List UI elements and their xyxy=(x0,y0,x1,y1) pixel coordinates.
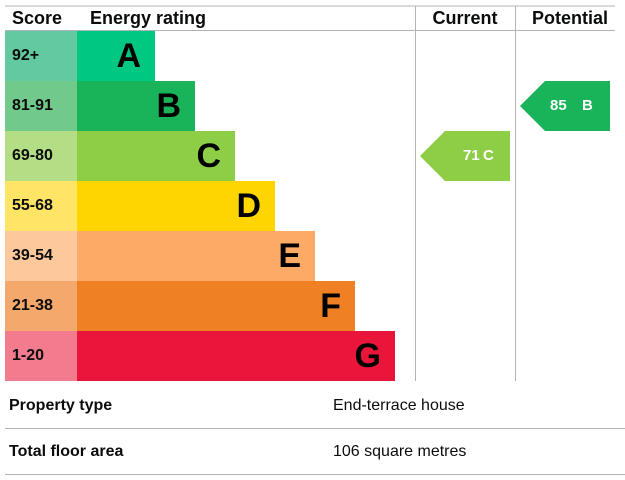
property-table: Property type End-terrace house Total fl… xyxy=(5,397,625,475)
band-bar xyxy=(77,31,155,81)
row-value: End-terrace house xyxy=(333,397,465,414)
arrow-letter: B xyxy=(582,97,593,114)
band-letter: G xyxy=(355,337,381,375)
score-label: 39-54 xyxy=(12,247,53,264)
potential-arrow: 85 B xyxy=(520,81,610,131)
score-cell xyxy=(5,31,77,81)
score-label: 81-91 xyxy=(12,97,53,114)
arrow-letter: C xyxy=(483,147,494,164)
score-label: 55-68 xyxy=(12,197,53,214)
rating-header: Energy rating xyxy=(90,8,206,28)
score-label: 21-38 xyxy=(12,297,53,314)
band-bar xyxy=(77,231,315,281)
band-bar xyxy=(77,181,275,231)
score-cell xyxy=(5,131,77,181)
potential-header: Potential xyxy=(532,8,608,28)
current-arrow: 71 C xyxy=(420,131,510,181)
score-label: 69-80 xyxy=(12,147,53,164)
band-bar xyxy=(77,281,355,331)
band-letter: E xyxy=(278,237,301,275)
score-header: Score xyxy=(12,8,62,28)
band-bar xyxy=(77,81,195,131)
score-label: 1-20 xyxy=(12,347,44,364)
row-label: Total floor area xyxy=(9,443,123,460)
score-cell xyxy=(5,331,77,381)
arrow-value: 85 xyxy=(550,97,567,114)
header: Score Energy rating Current Potential xyxy=(5,5,615,381)
score-cell xyxy=(5,81,77,131)
band-letter: B xyxy=(156,87,181,125)
band-letter: F xyxy=(320,287,341,325)
score-cell xyxy=(5,281,77,331)
score-label: 92+ xyxy=(12,47,39,64)
arrow-shape xyxy=(520,81,610,131)
arrow-shape xyxy=(420,131,510,181)
score-cell xyxy=(5,181,77,231)
row-value: 106 square metres xyxy=(333,443,466,460)
arrow-value: 71 xyxy=(463,147,480,164)
score-cell xyxy=(5,231,77,281)
band-letter: C xyxy=(196,137,221,175)
band-bar xyxy=(77,331,395,381)
row-label: Property type xyxy=(9,397,112,414)
band-bar xyxy=(77,131,235,181)
band-letter: A xyxy=(116,37,141,75)
current-header: Current xyxy=(432,8,497,28)
band-letter: D xyxy=(236,187,261,225)
bands: 92+ A 81-91 B 69-80 C 55-68 D 39-54 E 21-38 F 1-20 G xyxy=(5,31,395,381)
